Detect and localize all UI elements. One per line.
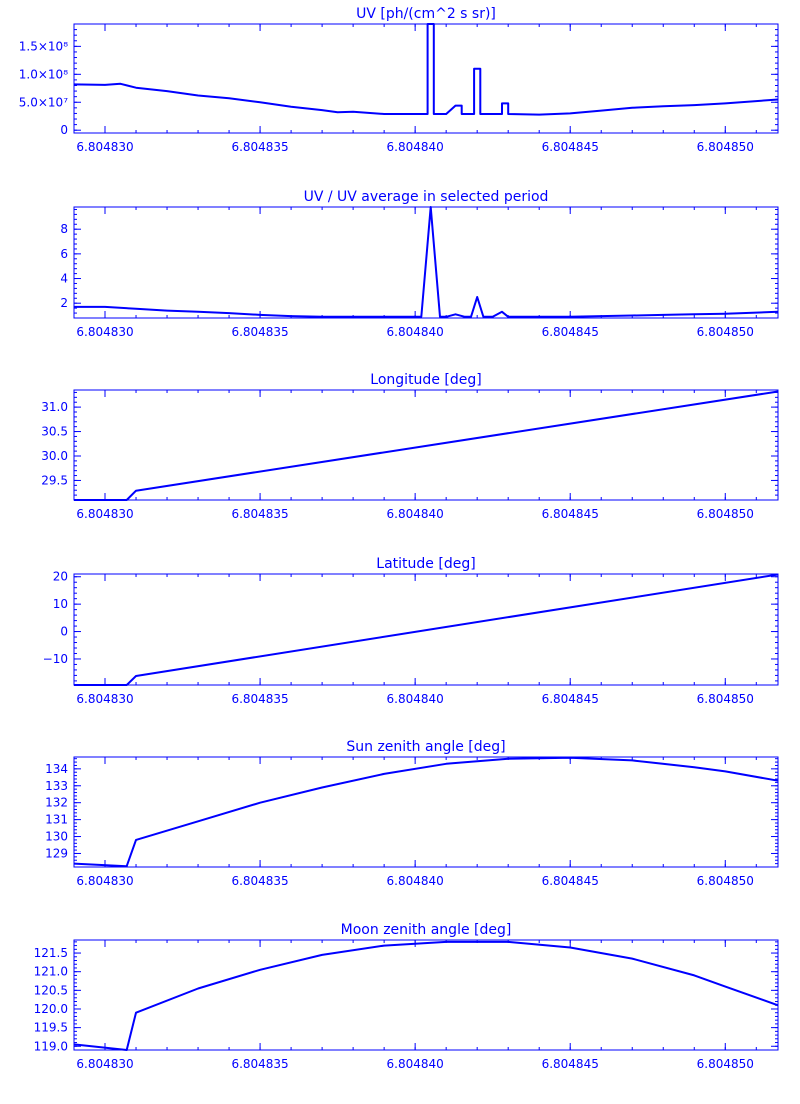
- x-tick-label: 6.804830: [76, 1057, 133, 1071]
- x-tick-label: 6.804830: [76, 874, 133, 888]
- y-tick-label: 120.0: [34, 1002, 68, 1016]
- y-tick-label: 10: [53, 597, 68, 611]
- x-tick-label: 6.804830: [76, 325, 133, 339]
- y-tick-label: 120.5: [34, 983, 68, 997]
- x-tick-label: 6.804845: [542, 140, 599, 154]
- x-tick-label: 6.804830: [76, 140, 133, 154]
- panel-title: Sun zenith angle [deg]: [346, 739, 505, 755]
- y-tick-label: 6: [60, 247, 68, 261]
- y-tick-label: 1.0×10⁸: [19, 67, 68, 81]
- y-tick-label: 30.0: [41, 449, 68, 463]
- data-series-line: [73, 23, 779, 116]
- y-tick-label: 1.5×10⁸: [19, 39, 68, 53]
- x-tick-label: 6.804835: [231, 140, 288, 154]
- y-tick-label: 29.5: [41, 473, 68, 487]
- data-series-line: [73, 756, 779, 868]
- x-tick-label: 6.804840: [387, 874, 444, 888]
- plot-frame: [73, 939, 779, 1051]
- x-tick-label: 6.804850: [697, 325, 754, 339]
- x-tick-label: 6.804850: [697, 507, 754, 521]
- y-tick-label: 131: [45, 813, 68, 827]
- x-tick-label: 6.804850: [697, 140, 754, 154]
- panel-title: Moon zenith angle [deg]: [341, 922, 512, 938]
- data-series-line: [74, 573, 779, 686]
- y-tick-label: 20: [53, 570, 68, 584]
- x-tick-label: 6.804840: [387, 1057, 444, 1071]
- x-tick-label: 6.804845: [542, 874, 599, 888]
- y-tick-label: 8: [60, 222, 68, 236]
- x-tick-label: 6.804845: [542, 507, 599, 521]
- x-tick-label: 6.804850: [697, 692, 754, 706]
- y-tick-label: 130: [45, 830, 68, 844]
- x-tick-label: 6.804845: [542, 1057, 599, 1071]
- y-tick-label: 30.5: [41, 425, 68, 439]
- y-tick-label: 2: [60, 296, 68, 310]
- x-tick-label: 6.804840: [387, 692, 444, 706]
- y-tick-label: 121.5: [34, 946, 68, 960]
- panel-title: Latitude [deg]: [376, 556, 475, 572]
- plot-frame: [73, 573, 779, 686]
- x-tick-label: 6.804850: [697, 1057, 754, 1071]
- y-tick-label: 134: [45, 762, 68, 776]
- plot-frame: [73, 389, 779, 501]
- x-tick-label: 6.804835: [231, 874, 288, 888]
- x-tick-label: 6.804835: [231, 1057, 288, 1071]
- data-series-line: [74, 390, 779, 501]
- y-tick-label: −10: [43, 652, 68, 666]
- data-series-line: [73, 940, 779, 1051]
- x-tick-label: 6.804840: [387, 507, 444, 521]
- x-tick-label: 6.804830: [76, 692, 133, 706]
- y-tick-label: 0: [60, 123, 68, 137]
- y-tick-label: 5.0×10⁷: [19, 95, 68, 109]
- y-tick-label: 129: [45, 846, 68, 860]
- x-tick-label: 6.804840: [387, 325, 444, 339]
- plot-frame: [73, 23, 779, 134]
- panel-title: Longitude [deg]: [370, 372, 481, 388]
- x-tick-label: 6.804835: [231, 325, 288, 339]
- x-tick-label: 6.804845: [542, 692, 599, 706]
- panel-title: UV [ph/(cm^2 s sr)]: [356, 6, 496, 22]
- data-series-line: [74, 206, 779, 318]
- x-tick-label: 6.804850: [697, 874, 754, 888]
- y-tick-label: 132: [45, 796, 68, 810]
- plot-frame: [73, 756, 779, 868]
- y-tick-label: 4: [60, 272, 68, 286]
- x-tick-label: 6.804840: [387, 140, 444, 154]
- panel-title: UV / UV average in selected period: [304, 189, 549, 205]
- x-tick-label: 6.804830: [76, 507, 133, 521]
- plot-frame: [73, 206, 779, 319]
- y-tick-label: 0: [60, 625, 68, 639]
- y-tick-label: 133: [45, 779, 68, 793]
- y-tick-label: 119.0: [34, 1039, 68, 1053]
- y-tick-label: 121.0: [34, 965, 68, 979]
- y-tick-label: 31.0: [41, 400, 68, 414]
- x-tick-label: 6.804845: [542, 325, 599, 339]
- y-tick-label: 119.5: [34, 1021, 68, 1035]
- x-tick-label: 6.804835: [231, 692, 288, 706]
- x-tick-label: 6.804835: [231, 507, 288, 521]
